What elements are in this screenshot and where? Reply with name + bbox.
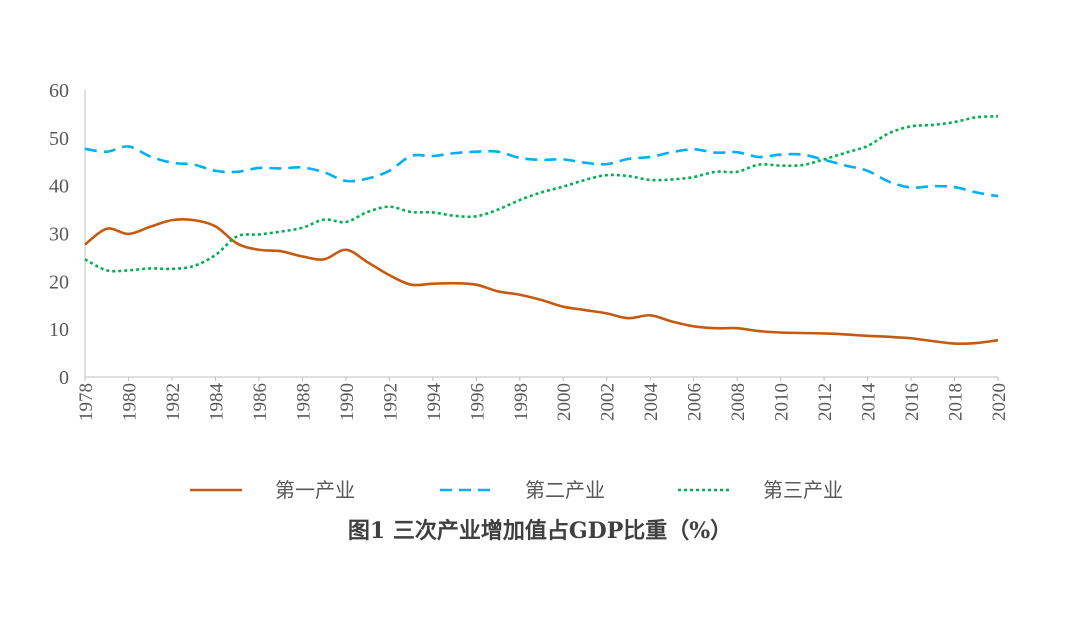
- x-axis-ticks: 1978 1980 1982 1984 1986 1988 1990 1992 1994 1996…: [76, 377, 1010, 421]
- x-tick-label: 1990: [337, 383, 358, 421]
- x-tick-label: 2012: [815, 383, 836, 421]
- x-tick-label: 1982: [163, 383, 184, 421]
- x-tick-label: 1986: [250, 383, 271, 421]
- x-tick-label: 1994: [424, 383, 445, 422]
- x-tick-label: 2014: [859, 383, 880, 422]
- x-tick-label: 1996: [467, 383, 488, 421]
- series-lines: [84, 115, 999, 345]
- series-line-1: [84, 218, 999, 345]
- x-tick-label: 1998: [511, 383, 532, 421]
- x-tick-label: 2002: [598, 383, 619, 421]
- y-tick-label: 60: [49, 80, 69, 102]
- x-tick-label: 2020: [989, 383, 1010, 421]
- legend-label-2: 第二产业: [525, 478, 605, 502]
- y-tick-label: 10: [49, 319, 69, 341]
- y-tick-label: 40: [49, 176, 69, 198]
- y-tick-label: 20: [49, 271, 69, 293]
- x-tick-label: 1980: [119, 383, 140, 421]
- series-line-3: [84, 115, 999, 273]
- x-tick-label: 2006: [685, 383, 706, 421]
- x-tick-label: 1988: [293, 383, 314, 421]
- y-axis-ticks: 0 10 20 30 40 50 60: [49, 80, 69, 389]
- x-tick-label: 1978: [76, 383, 97, 421]
- y-tick-label: 0: [59, 367, 69, 389]
- legend: 第一产业 第二产业 第三产业: [190, 478, 843, 502]
- chart-title: 图1 三次产业增加值占GDP比重（%）: [348, 518, 732, 544]
- x-tick-label: 2016: [902, 383, 923, 421]
- series-line-2: [84, 145, 999, 198]
- x-tick-label: 1992: [380, 383, 401, 421]
- legend-label-3: 第三产业: [763, 478, 843, 502]
- x-tick-label: 2018: [946, 383, 967, 421]
- x-tick-label: 2008: [728, 383, 749, 421]
- chart-axes: [84, 90, 998, 378]
- x-tick-label: 1984: [206, 383, 227, 422]
- x-tick-label: 2000: [554, 383, 575, 421]
- legend-label-1: 第一产业: [275, 478, 355, 502]
- x-tick-label: 2004: [641, 383, 662, 422]
- y-tick-label: 50: [49, 128, 69, 150]
- y-tick-label: 30: [49, 224, 69, 246]
- x-tick-label: 2010: [772, 383, 793, 421]
